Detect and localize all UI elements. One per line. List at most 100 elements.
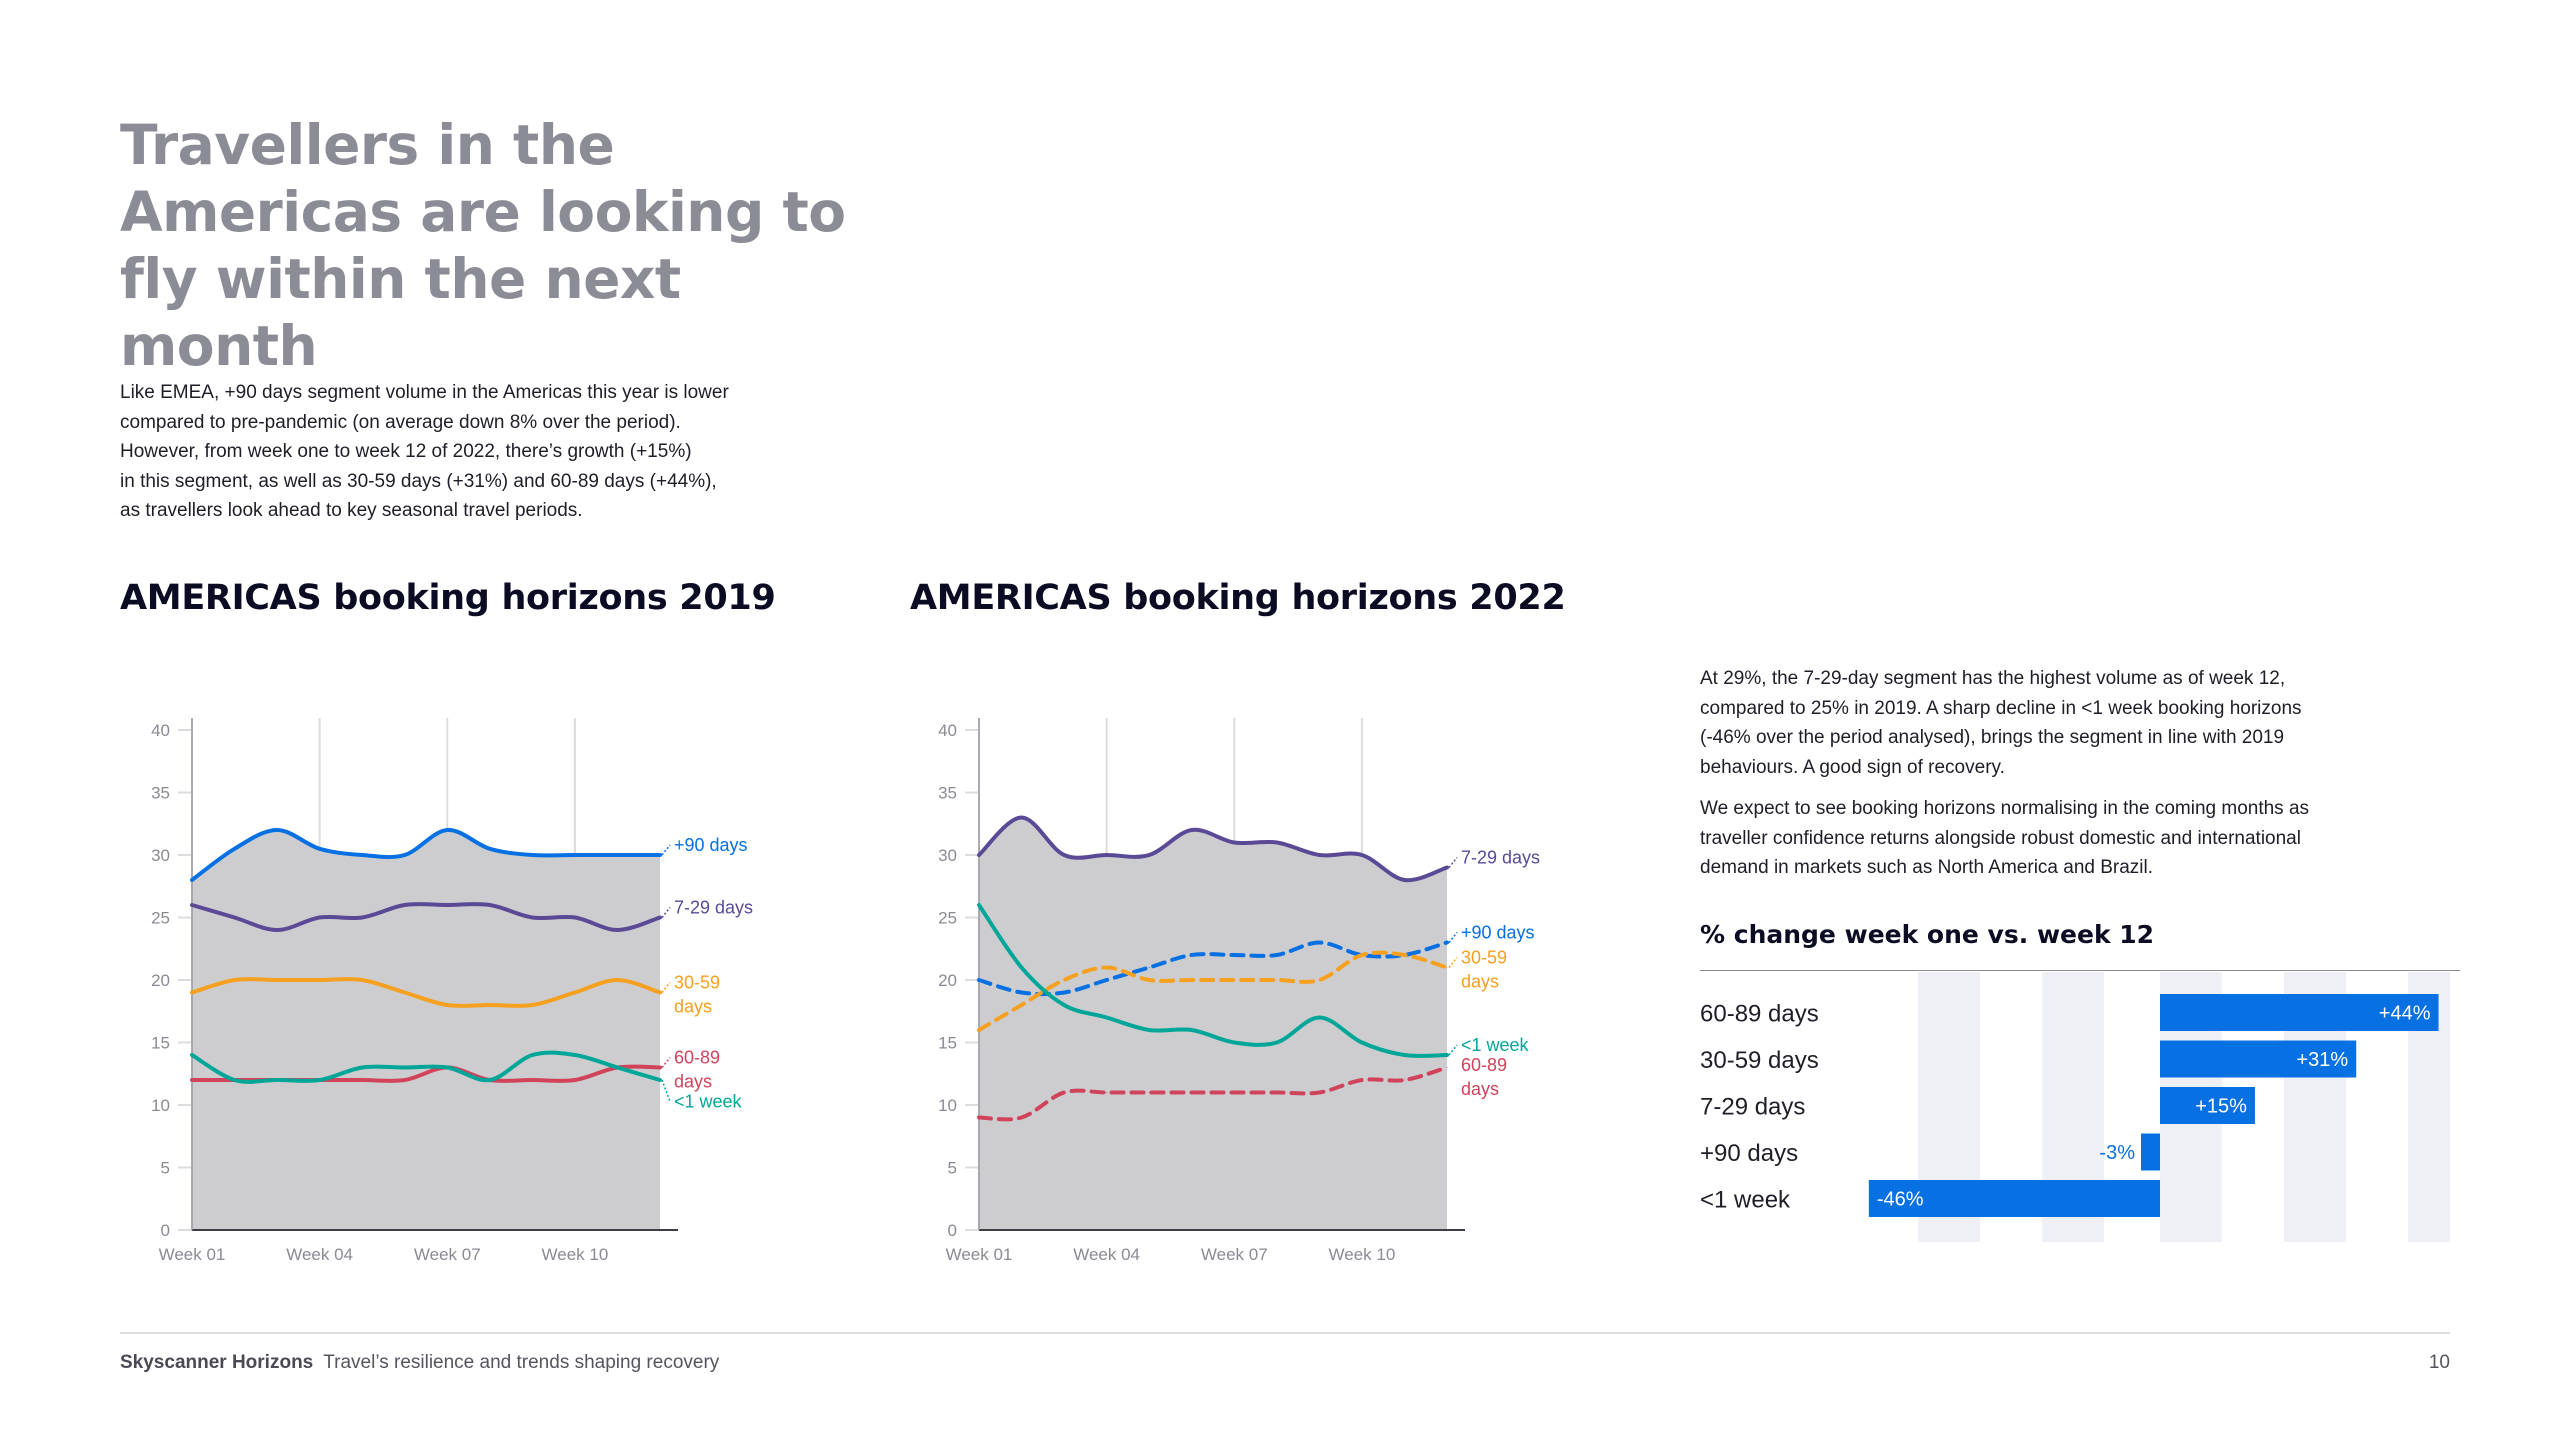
change-bar-chart: 60-89 days +44% 30-59 days +31% 7-29 days +15… — [1700, 970, 2460, 1242]
commentary-line: We expect to see booking horizons normal… — [1700, 798, 2310, 819]
c2022-series-label-d7-29: 7-29 days — [1461, 848, 1540, 868]
c2022-label-leader — [1448, 932, 1458, 943]
c2022-point-lt1w — [978, 904, 980, 906]
c2019-point-plus90 — [574, 854, 576, 856]
c2019-series-label-lt1w: <1 week — [674, 1092, 743, 1112]
c2022-y-tick-label: 20 — [938, 971, 957, 990]
c2022-area — [979, 817, 1447, 1230]
c2022-point-plus90 — [1021, 992, 1023, 993]
c2019-point-d7-29 — [616, 929, 618, 931]
c2019-point-d7-29 — [446, 904, 448, 906]
c2019-y-tick-label: 25 — [151, 909, 170, 928]
c2019-point-d30-59 — [531, 1004, 533, 1006]
c2019-point-plus90 — [276, 829, 278, 831]
intro-line: as travellers look ahead to key seasonal… — [120, 500, 583, 521]
commentary-line: compared to 25% in 2019. A sharp decline… — [1700, 697, 2302, 719]
change-value-label: +31% — [2297, 1049, 2349, 1071]
c2019-point-plus90 — [531, 854, 533, 856]
c2022-point-plus90 — [1446, 942, 1448, 943]
c2019-series-label-d7-29: 7-29 days — [674, 898, 753, 918]
c2019-y-tick-label: 35 — [151, 784, 170, 803]
c2022-point-d60-89 — [1361, 1079, 1363, 1081]
c2019-series-label-d60-89: 60-89 — [674, 1048, 720, 1068]
c2022-point-d7-29 — [1191, 829, 1193, 831]
c2019-point-d7-29 — [361, 917, 363, 918]
c2022-point-d7-29 — [1148, 854, 1150, 856]
c2019-series-label-d30-59: days — [674, 997, 712, 1017]
commentary-line: behaviours. A good sign of recovery. — [1700, 756, 2005, 778]
chart-2019: 0 5 10 15 20 25 30 35 40 Week 01 Week 04 Week 07 Wee… — [151, 718, 753, 1264]
c2019-point-d7-29 — [191, 904, 193, 906]
c2022-point-d7-29 — [1063, 854, 1065, 856]
c2019-point-lt1w — [276, 1079, 278, 1081]
c2022-point-lt1w — [1021, 967, 1023, 968]
intro-paragraph: Like EMEA, +90 days segment volume in th… — [120, 378, 900, 526]
c2019-point-plus90 — [191, 879, 193, 881]
c2022-point-d7-29 — [1361, 854, 1363, 856]
change-value-label: +15% — [2195, 1096, 2247, 1118]
chart-title-2022: AMERICAS booking horizons 2022 — [910, 578, 1566, 618]
c2022-point-lt1w — [1276, 1042, 1278, 1043]
c2022-y-tick-label: 30 — [938, 846, 957, 865]
c2019-point-d7-29 — [319, 917, 321, 918]
c2022-point-plus90 — [1276, 954, 1278, 956]
c2019-point-d60-89 — [404, 1079, 406, 1081]
c2019-series-label-plus90: +90 days — [674, 835, 748, 855]
c2019-point-d30-59 — [446, 1004, 448, 1006]
c2019-point-d30-59 — [361, 979, 363, 981]
c2022-point-d60-89 — [1276, 1092, 1278, 1093]
c2019-point-d30-59 — [234, 979, 236, 981]
c2019-point-d30-59 — [191, 992, 193, 993]
c2022-x-tick-label: Week 01 — [946, 1245, 1013, 1264]
footer-brand: Skyscanner Horizons — [120, 1352, 314, 1373]
c2019-point-d7-29 — [574, 917, 576, 918]
c2019-point-plus90 — [234, 848, 236, 850]
c2022-point-d60-89 — [1318, 1092, 1320, 1093]
c2019-y-tick-label: 30 — [151, 846, 170, 865]
c2022-point-plus90 — [1106, 979, 1108, 981]
c2022-point-d30-59 — [1318, 979, 1320, 981]
c2019-point-d60-89 — [361, 1079, 363, 1081]
c2022-point-d60-89 — [1191, 1092, 1193, 1093]
c2019-label-leader — [661, 1079, 671, 1102]
change-category-label: +90 days — [1700, 1140, 1798, 1167]
c2022-point-lt1w — [1148, 1029, 1150, 1031]
c2019-point-plus90 — [659, 854, 661, 856]
c2019-point-d7-29 — [489, 904, 491, 906]
c2022-label-leader — [1448, 1044, 1458, 1056]
intro-line: Like EMEA, +90 days segment volume in th… — [120, 382, 729, 403]
c2022-point-lt1w — [1361, 1042, 1363, 1043]
c2019-series-label-d60-89: days — [674, 1072, 712, 1092]
c2022-y-tick-label: 5 — [948, 1159, 957, 1178]
c2019-y-tick-label: 10 — [151, 1096, 170, 1115]
c2022-y-tick-label: 10 — [938, 1096, 957, 1115]
c2019-label-leader — [661, 1057, 671, 1068]
c2022-y-tick-label: 15 — [938, 1034, 957, 1053]
c2019-area — [192, 829, 660, 1230]
c2022-point-plus90 — [978, 979, 980, 981]
c2022-point-lt1w — [1446, 1054, 1448, 1056]
c2022-line-d60-89 — [977, 1065, 1449, 1122]
c2022-point-d30-59 — [1106, 967, 1108, 968]
commentary-line: (-46% over the period analysed), brings … — [1700, 727, 2285, 748]
c2019-point-d60-89 — [191, 1079, 193, 1081]
commentary-line: At 29%, the 7-29-day segment has the hig… — [1700, 668, 2286, 689]
chart-2022: 0 5 10 15 20 25 30 35 40 Week 01 Week 04 Week 07 Wee… — [938, 718, 1540, 1264]
c2022-point-plus90 — [1318, 942, 1320, 943]
change-category-label: 7-29 days — [1700, 1094, 1805, 1121]
page-number: 10 — [2428, 1352, 2450, 1373]
title-line: fly within the next month — [120, 247, 681, 378]
c2019-y-tick-label: 5 — [161, 1159, 170, 1178]
change-bar — [2160, 994, 2439, 1031]
c2022-point-d60-89 — [1148, 1092, 1150, 1093]
c2022-label-leader — [1448, 857, 1458, 868]
c2019-point-plus90 — [489, 848, 491, 850]
c2019-point-d60-89 — [659, 1067, 661, 1068]
c2022-point-d30-59 — [1063, 979, 1065, 981]
intro-line: compared to pre-pandemic (on average dow… — [120, 411, 681, 433]
c2019-point-lt1w — [446, 1067, 448, 1068]
c2022-point-d60-89 — [1021, 1117, 1023, 1118]
c2019-point-d60-89 — [574, 1079, 576, 1081]
c2019-x-tick-label: Week 07 — [414, 1245, 481, 1264]
c2019-point-d7-29 — [234, 917, 236, 918]
